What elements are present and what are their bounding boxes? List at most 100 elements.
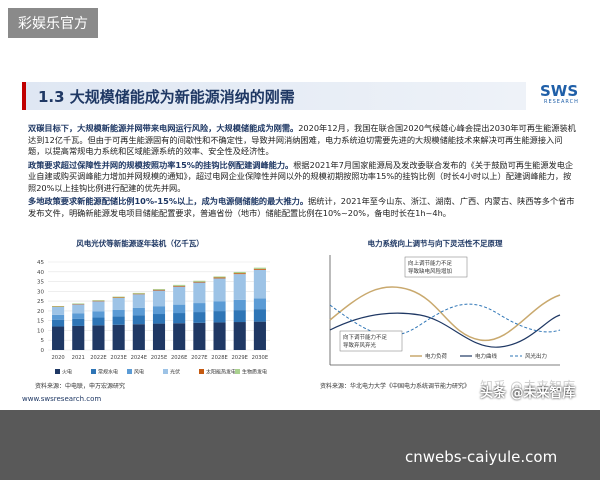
bar-segment — [253, 269, 266, 299]
bar-segment — [173, 323, 186, 350]
bar-segment — [193, 282, 206, 304]
y-tick-label: 25 — [37, 299, 44, 305]
bar-segment — [92, 300, 105, 302]
legend-label: 光伏 — [170, 369, 180, 376]
bar-segment — [112, 296, 125, 298]
bar-segment — [72, 303, 85, 305]
bar-segment — [233, 299, 246, 311]
annotation: 导致缺电风险增加 — [408, 267, 452, 275]
y-tick-label: 0 — [41, 348, 45, 354]
y-tick-label: 20 — [37, 309, 44, 315]
site-watermark: cnwebs-caiyule.com — [405, 448, 558, 466]
legend-label: 风光出力 — [525, 352, 547, 360]
bar-segment — [92, 301, 105, 312]
curve — [329, 303, 561, 336]
diagram-title: 电力系统向上调节与向下灵活性不足原理 — [368, 238, 503, 248]
lead: 双碳目标下，大规模新能源并网带来电网运行风险，大规模储能成为刚需。 — [28, 123, 299, 133]
bar-segment — [152, 289, 166, 291]
y-tick-label: 35 — [37, 280, 44, 286]
bar-segment — [233, 310, 246, 323]
legend-label: 电力负荷 — [425, 352, 448, 360]
bar-segment — [92, 325, 105, 350]
bar-segment — [132, 293, 145, 295]
bar-segment — [193, 280, 206, 282]
bar-segment — [112, 297, 125, 310]
bar-segment — [132, 292, 145, 294]
bar-segment — [213, 278, 226, 302]
x-tick-label: 2022E — [90, 355, 106, 361]
legend-swatch — [163, 369, 168, 374]
y-tick-label: 40 — [37, 270, 44, 276]
bar-segment — [213, 311, 226, 323]
bar-segment — [193, 312, 206, 323]
bar-segment — [132, 315, 145, 325]
body: 据统计，2021年至今山东、浙江、湖南、广西、内蒙古、陕西等多个省市发布文件，明… — [28, 196, 575, 218]
bar-segment — [52, 326, 65, 350]
slide — [0, 55, 600, 410]
title-bar — [22, 82, 526, 110]
bar-segment — [233, 271, 246, 274]
y-tick-label: 5 — [41, 338, 45, 344]
bar-segment — [72, 313, 85, 319]
bar-segment — [193, 281, 206, 283]
annotation: 向上调节能力不足 — [408, 259, 453, 267]
source: 资料来源：华北电力大学《中国电力系统调节能力研究》 — [320, 382, 470, 390]
bar-segment — [253, 321, 266, 350]
lead: 多地政策要求新能源配储比例10%-15%以上，成为电源侧储能的最大推力。 — [28, 196, 309, 206]
bar-segment — [253, 268, 266, 270]
x-tick-label: 2025E — [151, 355, 167, 361]
legend-label: 太阳能热发电 — [206, 369, 236, 376]
y-tick-label: 10 — [37, 328, 44, 334]
legend-swatch — [91, 369, 96, 374]
bar-segment — [213, 301, 226, 312]
paragraph: 政策要求超过保障性并网的规模按照功率15%的挂钩比例配建调峰能力。根据2021年… — [28, 160, 576, 195]
bar-segment — [112, 316, 125, 325]
paragraph: 双碳目标下，大规模新能源并网带来电网运行风险，大规模储能成为刚需。2020年12… — [28, 123, 576, 158]
bar-segment — [233, 322, 246, 350]
legend-label: 常规水电 — [98, 369, 118, 376]
bar-segment — [92, 311, 105, 318]
bar-segment — [132, 294, 145, 308]
bar-segment — [152, 323, 166, 350]
logo: SWS — [540, 82, 579, 100]
bar-segment — [132, 307, 145, 316]
bar-segment — [152, 290, 166, 307]
bar-segment — [72, 304, 85, 314]
y-tick-label: 15 — [37, 319, 44, 325]
x-tick-label: 2028E — [211, 355, 227, 361]
x-tick-label: 2026E — [171, 355, 187, 361]
curve — [329, 286, 561, 342]
body: 根据2021年7月国家能源局及发改委联合发布的《关于鼓励可再生能源发电企业自建或… — [28, 159, 574, 193]
watermark: 头条 @未来智库 — [480, 386, 576, 401]
bar-segment — [253, 267, 266, 269]
callout — [339, 330, 403, 352]
bar-segment — [152, 306, 166, 315]
x-tick-label: 2020 — [51, 355, 64, 361]
x-tick-label: 2023E — [110, 355, 126, 361]
bar-segment — [213, 277, 226, 279]
legend-swatch — [199, 369, 204, 374]
bar-segment — [92, 300, 105, 301]
bar-segment — [173, 304, 186, 314]
bar-segment — [52, 306, 65, 315]
bottom-band — [0, 410, 600, 480]
bar-segment — [112, 324, 125, 350]
paragraphs: 双碳目标下，大规模新能源并网带来电网运行风险，大规模储能成为刚需。2020年12… — [28, 123, 576, 221]
x-tick-label: 2021 — [72, 355, 85, 361]
watermark: 知乎 @未来智库 — [480, 380, 576, 395]
bar-chart: 风电光伏等新能源逐年装机（亿千瓦） 资料来源：中电联，申万宏源研究 0 5 10 15… — [35, 238, 270, 390]
legend-swatch — [127, 369, 132, 374]
bar-segment — [173, 286, 186, 305]
paragraph: 多地政策要求新能源配储比例10%-15%以上，成为电源侧储能的最大推力。据统计，… — [28, 196, 576, 219]
bar-segment — [112, 309, 125, 317]
slide-title: 1.3 大规模储能成为新能源消纳的刚需 — [38, 88, 295, 106]
bar-segment — [173, 284, 186, 286]
legend-label: 电力曲线 — [475, 352, 498, 360]
legend-label: 生物质发电 — [242, 369, 267, 376]
y-tick-label: 45 — [37, 260, 44, 266]
legend-label: 火电 — [62, 369, 72, 376]
x-tick-label: 2027E — [191, 355, 207, 361]
bar-segment — [72, 318, 85, 326]
x-tick-label: 2029E — [231, 355, 247, 361]
